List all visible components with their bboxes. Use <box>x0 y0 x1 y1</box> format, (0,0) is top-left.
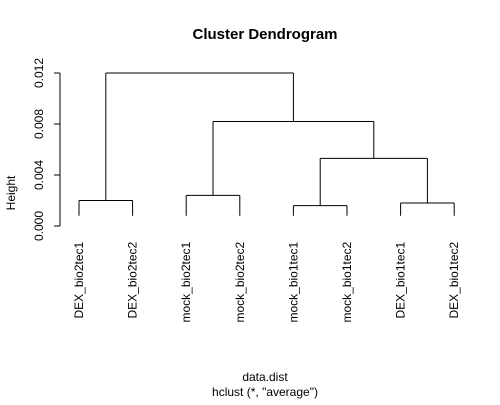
y-tick-label: 0.004 <box>32 160 46 190</box>
leaf-label: mock_bio1tec1 <box>286 241 300 322</box>
leaf-label: DEX_bio1tec1 <box>394 241 408 318</box>
x-axis-subtitle: hclust (*, "average") <box>212 385 318 399</box>
y-tick-label: 0.000 <box>32 211 46 241</box>
leaf-label: DEX_bio1tec2 <box>447 241 461 318</box>
leaf-label: mock_bio2tec1 <box>179 241 193 322</box>
leaf-label: mock_bio1tec2 <box>340 241 354 322</box>
dendrogram-branches <box>78 72 455 216</box>
x-axis-label: data.dist <box>242 370 288 384</box>
leaf-label: mock_bio2tec2 <box>233 241 247 322</box>
y-tick-label: 0.012 <box>32 58 46 88</box>
leaf-label: DEX_bio2tec1 <box>72 241 86 318</box>
chart-title: Cluster Dendrogram <box>192 26 337 43</box>
y-axis-label: Height <box>4 175 18 210</box>
y-tick-label: 0.008 <box>32 109 46 139</box>
leaf-labels: DEX_bio2tec1 DEX_bio2tec2 mock_bio2tec1 moc… <box>72 241 461 322</box>
y-axis: 0.000 0.004 0.008 0.012 <box>32 58 61 241</box>
leaf-label: DEX_bio2tec2 <box>126 241 140 318</box>
